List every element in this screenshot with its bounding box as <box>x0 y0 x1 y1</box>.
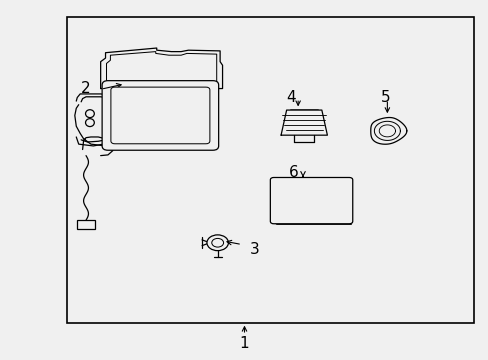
Text: 2: 2 <box>81 81 91 96</box>
Bar <box>66 17 473 323</box>
Circle shape <box>152 126 168 138</box>
FancyBboxPatch shape <box>102 81 218 150</box>
Text: 3: 3 <box>249 242 259 257</box>
FancyBboxPatch shape <box>270 177 352 224</box>
Text: 1: 1 <box>239 336 249 351</box>
Circle shape <box>211 238 223 247</box>
Text: 4: 4 <box>285 90 295 105</box>
Circle shape <box>206 235 228 251</box>
Text: 5: 5 <box>380 90 390 105</box>
FancyBboxPatch shape <box>111 87 209 144</box>
Ellipse shape <box>85 119 94 127</box>
Text: 6: 6 <box>288 165 298 180</box>
Bar <box>77 220 95 229</box>
Ellipse shape <box>85 110 94 118</box>
